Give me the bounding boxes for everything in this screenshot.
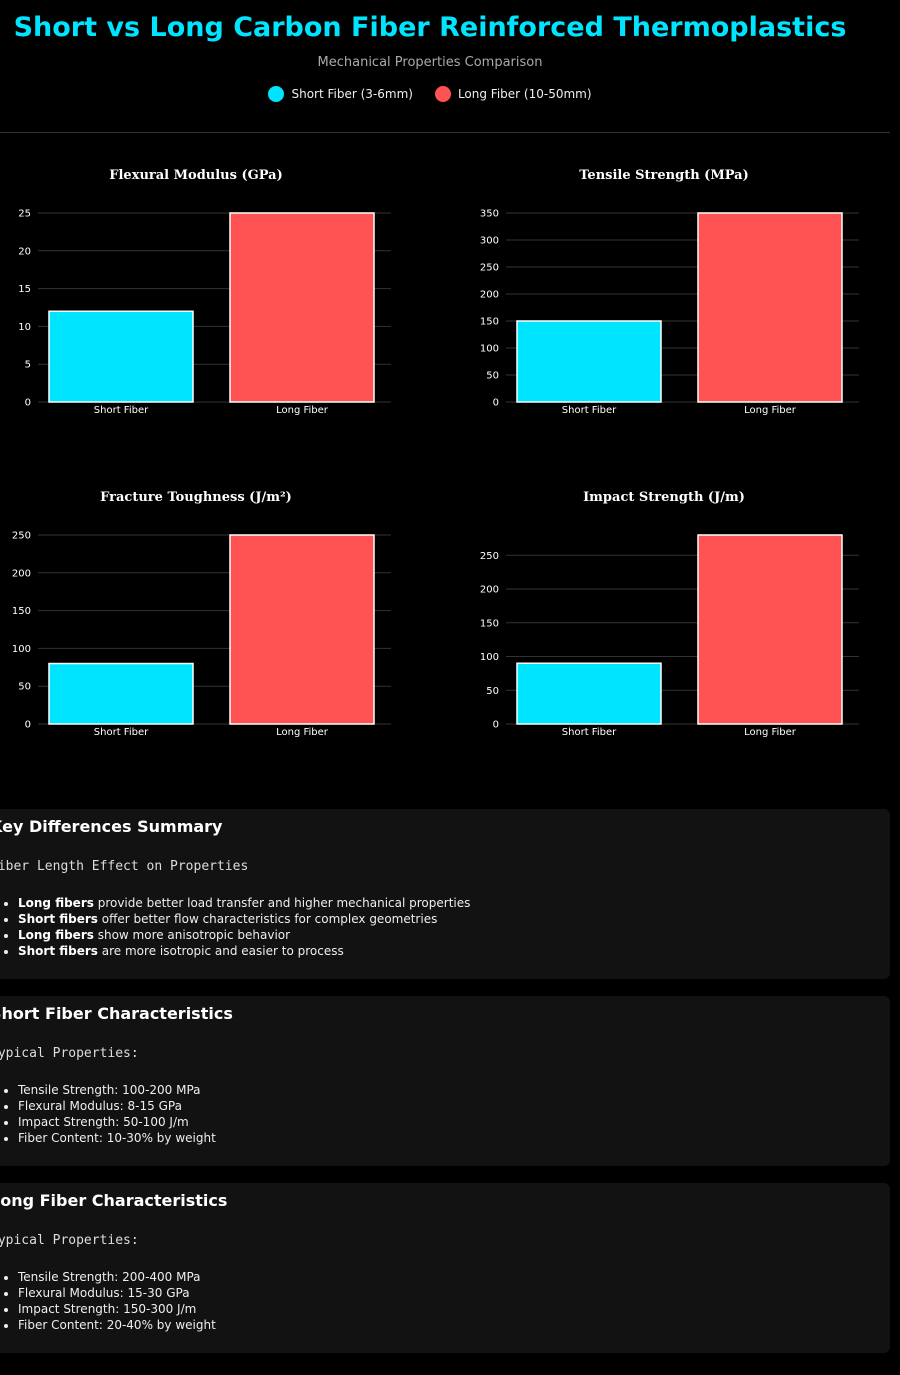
page-title: Short vs Long Carbon Fiber Reinforced Th… [13,12,847,43]
chart-fracture-toughness: Fracture Toughness (J/m²) 0 50 100 150 200 250… [0,477,430,777]
chart-svg: Impact Strength (J/m) 0 50 100 150 200 250 Shor… [480,490,859,738]
list-item: Tensile Strength: 100-200 MPa [18,1082,216,1098]
short-card-list: Tensile Strength: 100-200 MPa Flexural M… [0,1082,216,1146]
legend-item-short[interactable]: Short Fiber (3-6mm) [268,86,413,102]
bar-long-fiber [229,212,375,403]
y-tick-label: 100 [480,344,499,355]
y-tick-label: 0 [493,720,499,731]
y-tick-label: 0 [25,720,31,731]
chart-title: Flexural Modulus (GPa) [109,168,282,183]
y-tick-label: 50 [486,686,499,697]
y-tick-label: 100 [12,644,31,655]
list-item: Long fibers show more anisotropic behavi… [18,927,470,943]
y-tick-label: 5 [25,360,31,371]
short-fiber-swatch-icon [268,86,285,102]
y-tick-label: 250 [12,531,31,542]
list-item: Impact Strength: 150-300 J/m [18,1301,216,1317]
y-tick-label: 25 [18,209,31,220]
legend-item-long[interactable]: Long Fiber (10-50mm) [434,86,592,102]
chart-title: Impact Strength (J/m) [583,490,745,505]
y-tick-label: 50 [486,371,499,382]
legend: Short Fiber (3-6mm) Long Fiber (10-50mm) [0,86,860,102]
chart-svg: Flexural Modulus (GPa) 0 5 10 15 20 25 Short Fi… [18,168,391,416]
bar-long-fiber [697,534,843,725]
bar-long-fiber [697,212,843,403]
x-tick-label: Long Fiber [276,727,329,738]
short-card-title: Short Fiber Characteristics [0,1004,233,1023]
y-tick-label: 200 [12,568,31,579]
chart-svg: Fracture Toughness (J/m²) 0 50 100 150 200 250… [12,490,391,738]
list-item: Impact Strength: 50-100 J/m [18,1114,216,1130]
list-item: Fiber Content: 10-30% by weight [18,1130,216,1146]
bar-short-fiber [48,310,194,403]
x-tick-label: Short Fiber [562,727,617,738]
short-card-subtitle: Typical Properties: [0,1046,139,1061]
y-tick-label: 150 [480,618,499,629]
legend-label-short: Short Fiber (3-6mm) [291,87,413,101]
x-tick-label: Long Fiber [744,727,797,738]
short-fiber-card: Short Fiber Characteristics Typical Prop… [0,996,890,1166]
x-tick-label: Long Fiber [744,405,797,416]
chart-flexural-modulus: Flexural Modulus (GPa) 0 5 10 15 20 25 Short Fi… [0,155,430,455]
bar-long-fiber [229,534,375,725]
x-tick-label: Short Fiber [94,405,149,416]
summary-title: Key Differences Summary [0,817,223,836]
header-divider [0,132,890,133]
list-item: Long fibers provide better load transfer… [18,895,470,911]
list-item: Short fibers are more isotropic and easi… [18,943,470,959]
x-tick-label: Short Fiber [562,405,617,416]
y-tick-label: 200 [480,585,499,596]
y-tick-label: 0 [493,398,499,409]
summary-subtitle: Fiber Length Effect on Properties [0,859,249,874]
long-fiber-card: Long Fiber Characteristics Typical Prope… [0,1183,890,1353]
list-item: Short fibers offer better flow character… [18,911,470,927]
y-tick-label: 150 [12,606,31,617]
chart-title: Tensile Strength (MPa) [579,168,748,183]
y-tick-label: 50 [18,682,31,693]
y-tick-label: 250 [480,551,499,562]
summary-card: Key Differences Summary Fiber Length Eff… [0,809,890,979]
legend-label-long: Long Fiber (10-50mm) [457,87,592,101]
chart-impact-strength: Impact Strength (J/m) 0 50 100 150 200 250 Shor… [468,477,898,777]
long-card-title: Long Fiber Characteristics [0,1191,228,1210]
y-tick-label: 20 [18,246,31,257]
y-tick-label: 150 [480,317,499,328]
long-card-subtitle: Typical Properties: [0,1233,139,1248]
y-tick-label: 200 [480,290,499,301]
y-tick-label: 350 [480,209,499,220]
y-tick-label: 10 [18,322,31,333]
y-tick-label: 100 [480,652,499,663]
list-item: Tensile Strength: 200-400 MPa [18,1269,216,1285]
x-tick-label: Long Fiber [276,405,329,416]
bar-short-fiber [516,320,662,403]
long-fiber-swatch-icon [434,86,451,102]
page-subtitle: Mechanical Properties Comparison [317,55,543,70]
long-card-list: Tensile Strength: 200-400 MPa Flexural M… [0,1269,216,1333]
bar-short-fiber [48,662,194,725]
chart-title: Fracture Toughness (J/m²) [100,490,292,505]
bar-short-fiber [516,662,662,725]
list-item: Flexural Modulus: 15-30 GPa [18,1285,216,1301]
chart-tensile-strength: Tensile Strength (MPa) 0 50 100 150 200 250 300… [468,155,898,455]
summary-list: Long fibers provide better load transfer… [0,895,470,959]
y-tick-label: 15 [18,284,31,295]
x-tick-label: Short Fiber [94,727,149,738]
y-tick-label: 250 [480,263,499,274]
chart-svg: Tensile Strength (MPa) 0 50 100 150 200 250 300… [480,168,859,416]
y-tick-label: 0 [25,398,31,409]
y-tick-label: 300 [480,236,499,247]
list-item: Fiber Content: 20-40% by weight [18,1317,216,1333]
list-item: Flexural Modulus: 8-15 GPa [18,1098,216,1114]
